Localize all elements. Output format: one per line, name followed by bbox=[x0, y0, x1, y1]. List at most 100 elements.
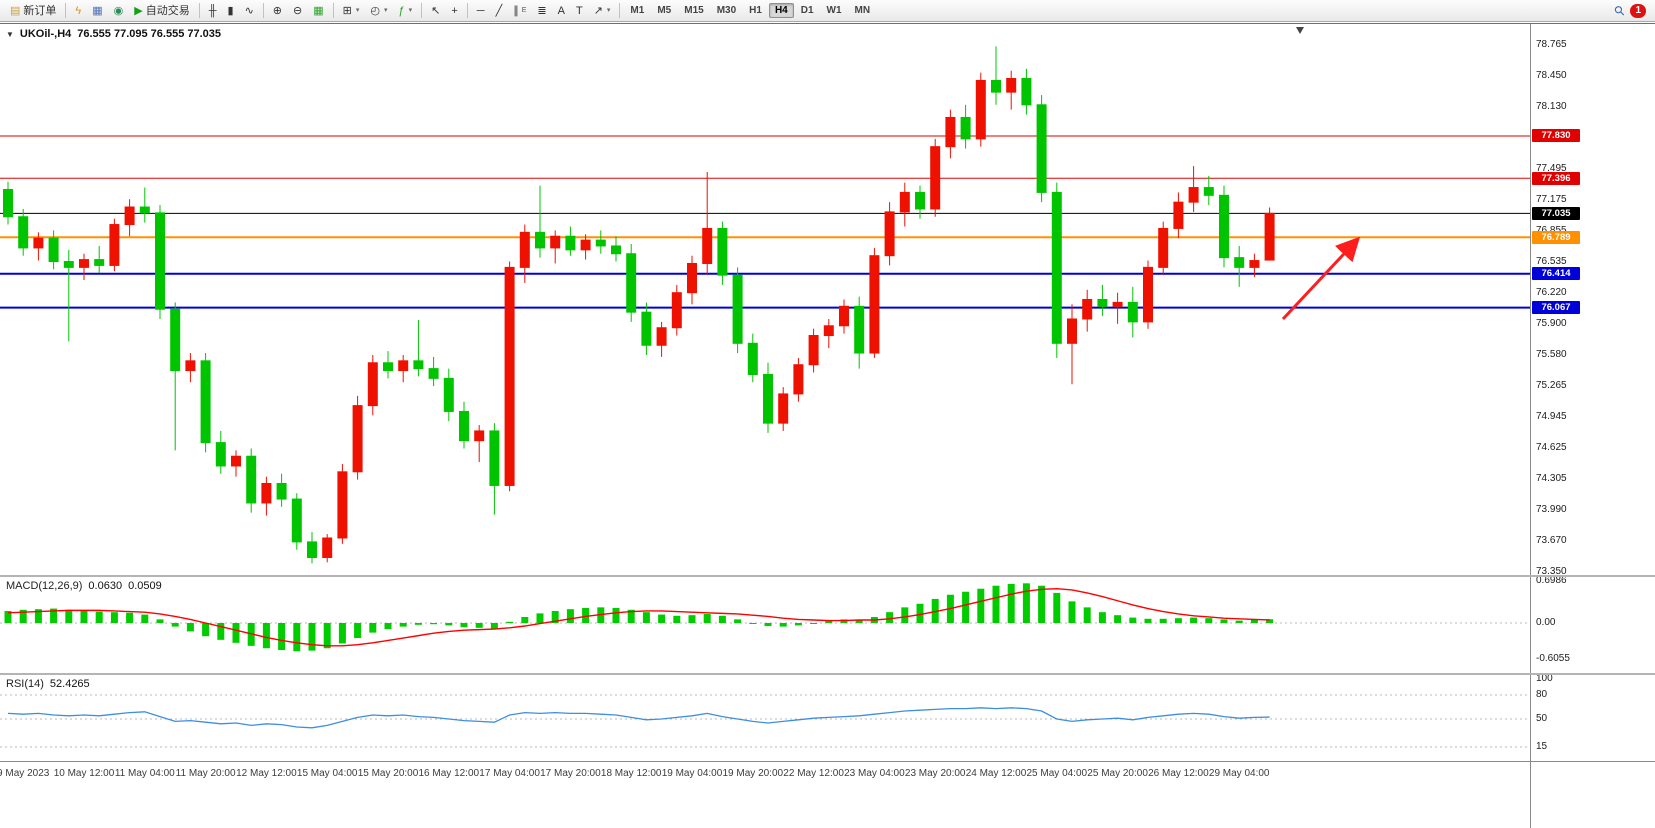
charts-toggle-button[interactable]: ϟ bbox=[70, 1, 86, 21]
navigator-icon: ◉ bbox=[113, 4, 124, 17]
zoom-out-button[interactable]: ⊖ bbox=[288, 1, 307, 21]
main-chart-canvas[interactable] bbox=[0, 24, 1530, 575]
line-chart-mode-icon: ∿ bbox=[244, 4, 254, 17]
equidistant-channel-tool-button[interactable]: ∥ E bbox=[508, 1, 531, 21]
market-watch-icon: ▦ bbox=[92, 4, 103, 17]
time-label: 12 May 12:00 bbox=[236, 768, 297, 779]
new-order-button[interactable]: ▤ 新订单 bbox=[5, 1, 61, 21]
market-watch-button[interactable]: ▦ bbox=[87, 1, 107, 21]
crosshair-icon: + bbox=[451, 4, 458, 17]
search-symbol-icon[interactable]: ⚲ bbox=[1610, 1, 1628, 19]
rsi-scale-tick: 50 bbox=[1536, 713, 1548, 724]
bar-chart-mode-button[interactable]: ╫ bbox=[204, 1, 222, 21]
rsi-canvas[interactable] bbox=[0, 675, 1530, 761]
text-label-tool-button[interactable]: T bbox=[571, 1, 588, 21]
arrows-tool-icon: ↗ bbox=[593, 4, 603, 17]
indicators-button[interactable]: ƒ ▾ bbox=[394, 1, 418, 21]
toolbar-separator bbox=[466, 3, 468, 18]
timeframe-h4-button[interactable]: H4 bbox=[768, 3, 794, 18]
chart-title: ▼ UKOil-,H4 76.555 77.095 76.555 77.035 bbox=[6, 28, 221, 40]
time-label: 16 May 12:00 bbox=[418, 768, 480, 779]
horizontal-line-tool-button[interactable]: ─ bbox=[472, 1, 490, 21]
timeframe-w1-button[interactable]: W1 bbox=[826, 5, 842, 16]
macd-scale-tick: 0.6986 bbox=[1536, 575, 1567, 586]
chart-dropdown-icon[interactable]: ▼ bbox=[6, 29, 14, 39]
caret-down-icon: ▾ bbox=[606, 6, 611, 14]
price-tick: 75.580 bbox=[1536, 348, 1567, 360]
price-badge-77.035: 77.035 bbox=[1532, 206, 1580, 220]
timeframe-h1-button[interactable]: H1 bbox=[749, 5, 762, 16]
text-tool-button[interactable]: A bbox=[553, 1, 570, 21]
time-label: 15 May 04:00 bbox=[296, 768, 358, 779]
timeframe-m15-button[interactable]: M15 bbox=[684, 5, 704, 16]
rsi-panel-divider[interactable] bbox=[0, 673, 1655, 675]
timeframe-d1-button[interactable]: D1 bbox=[800, 5, 814, 16]
price-axis[interactable]: 78.76578.45078.13077.81077.49577.17576.8… bbox=[1530, 24, 1655, 828]
time-axis-divider bbox=[0, 761, 1655, 762]
macd-panel-divider[interactable] bbox=[0, 575, 1655, 577]
trendline-tool-button[interactable]: ╱ bbox=[491, 1, 508, 21]
timeframe-m5-button[interactable]: M5 bbox=[657, 5, 672, 16]
zoom-in-button[interactable]: ⊕ bbox=[268, 1, 287, 21]
profiles-button[interactable]: ◴ ▾ bbox=[365, 1, 392, 21]
time-label: 10 May 12:00 bbox=[53, 768, 115, 779]
new-chart-button[interactable]: ⊞ ▾ bbox=[338, 1, 365, 21]
tile-windows-button[interactable]: ▦ bbox=[308, 1, 328, 21]
annotation-arrow[interactable] bbox=[1281, 236, 1361, 321]
alerts-badge[interactable]: 1 bbox=[1630, 3, 1646, 18]
trendline-tool-icon: ╱ bbox=[495, 4, 503, 17]
price-tick: 76.220 bbox=[1536, 286, 1567, 298]
navigator-button[interactable]: ◉ bbox=[109, 1, 129, 21]
price-badge-76.789: 76.789 bbox=[1532, 230, 1580, 244]
timeframe-m1-button[interactable]: M1 bbox=[630, 5, 645, 16]
autotrade-icon: ▶ bbox=[134, 4, 143, 17]
line-chart-mode-button[interactable]: ∿ bbox=[240, 1, 259, 21]
candlestick-mode-button[interactable]: ▮ bbox=[223, 1, 239, 21]
chart-shift-marker[interactable] bbox=[1296, 27, 1304, 34]
charts-toggle-icon: ϟ bbox=[75, 4, 82, 17]
time-label: 18 May 12:00 bbox=[600, 768, 662, 779]
time-label: 23 May 20:00 bbox=[904, 768, 966, 779]
cursor-icon: ↖ bbox=[431, 4, 441, 17]
price-tick: 74.945 bbox=[1536, 410, 1567, 422]
bar-chart-mode-icon: ╫ bbox=[208, 4, 217, 17]
price-tick: 78.765 bbox=[1536, 38, 1567, 50]
fibonacci-tool-button[interactable]: ≣ bbox=[532, 1, 551, 21]
toolbar-separator bbox=[65, 3, 67, 18]
crosshair-button[interactable]: + bbox=[446, 1, 462, 21]
text-tool-icon: A bbox=[557, 4, 565, 17]
autotrade-button[interactable]: ▶ 自动交易 bbox=[129, 1, 194, 21]
toolbar-separator bbox=[262, 3, 264, 18]
macd-scale-tick: -0.6055 bbox=[1536, 653, 1570, 665]
chart-window: ▼ UKOil-,H4 76.555 77.095 76.555 77.035 … bbox=[0, 23, 1655, 828]
macd-canvas[interactable] bbox=[0, 577, 1530, 673]
fibonacci-tool-icon: ≣ bbox=[537, 4, 547, 17]
price-tick: 78.130 bbox=[1536, 100, 1567, 112]
timeframe-mn-button[interactable]: MN bbox=[854, 5, 871, 16]
time-label: 23 May 04:00 bbox=[844, 768, 905, 779]
time-axis[interactable]: 9 May 2023 10 May 12:00 11 May 04:00 11 May… bbox=[0, 762, 1530, 792]
candlestick-mode-icon: ▮ bbox=[227, 4, 234, 17]
chart-symbol-period: UKOil-,H4 bbox=[19, 28, 72, 40]
toolbar-separator bbox=[421, 3, 423, 18]
time-label: 24 May 12:00 bbox=[965, 768, 1027, 779]
text-label-tool-icon: T bbox=[575, 4, 583, 17]
time-label: 17 May 20:00 bbox=[540, 768, 601, 779]
time-label: 22 May 12:00 bbox=[783, 768, 844, 779]
rsi-scale-tick: 80 bbox=[1536, 689, 1548, 700]
arrows-tool-button[interactable]: ↗ ▾ bbox=[589, 1, 616, 21]
time-label: 25 May 04:00 bbox=[1026, 768, 1088, 779]
chart-ohlc-readout: 76.555 77.095 76.555 77.035 bbox=[77, 28, 222, 40]
toolbar-separator bbox=[332, 3, 334, 18]
rsi-scale-tick: 15 bbox=[1536, 741, 1548, 752]
timeframe-m30-button[interactable]: M30 bbox=[716, 5, 737, 16]
price-tick: 74.305 bbox=[1536, 473, 1567, 485]
rsi-panel-label: RSI(14) 52.4265 bbox=[6, 678, 90, 690]
price-badge-76.067: 76.067 bbox=[1532, 301, 1580, 315]
macd-panel-label: MACD(12,26,9) 0.0630 0.0509 bbox=[6, 580, 162, 592]
caret-down-icon: ▾ bbox=[383, 6, 388, 14]
cursor-button[interactable]: ↖ bbox=[426, 1, 445, 21]
time-label: 26 May 12:00 bbox=[1148, 768, 1209, 779]
price-tick: 76.535 bbox=[1536, 256, 1567, 268]
rsi-scale-tick: 100 bbox=[1536, 673, 1553, 684]
